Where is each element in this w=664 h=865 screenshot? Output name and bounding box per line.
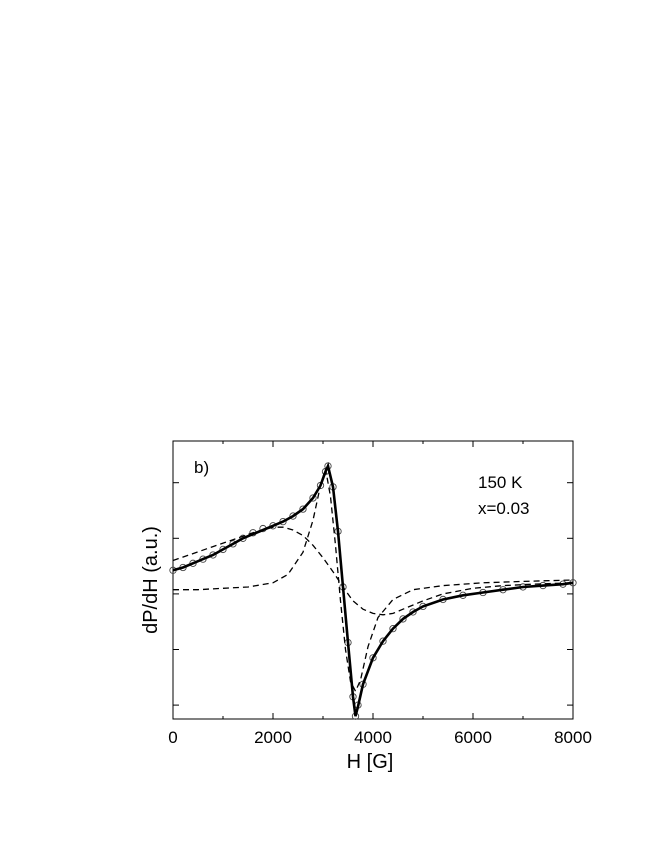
x-tick-label: 6000: [454, 728, 492, 747]
panel-label: b): [194, 458, 209, 477]
data-point: [289, 512, 297, 520]
fit-line: [172, 461, 574, 717]
x-tick-label: 8000: [554, 728, 592, 747]
data-point: [389, 625, 397, 633]
tick-layer: 0 2000 4000 6000 8000: [168, 441, 592, 747]
data-point: [409, 608, 417, 616]
temperature-annotation: 150 K: [478, 473, 523, 492]
y-axis-label: dP/dH (a.u.): [140, 526, 162, 634]
data-point: [399, 615, 407, 623]
data-point: [229, 540, 237, 548]
dashed-component-line-2: [172, 526, 574, 616]
x-tick-label: 0: [168, 728, 177, 747]
composition-annotation: x=0.03: [478, 499, 530, 518]
data-point: [379, 637, 387, 645]
x-tick-label: 2000: [254, 728, 292, 747]
series-layer: [169, 461, 577, 720]
data-point: [299, 505, 307, 513]
data-point: [309, 494, 317, 502]
dashed-component-line-3: [173, 468, 574, 693]
x-tick-label: 4000: [354, 728, 392, 747]
x-axis-label: H [G]: [347, 751, 394, 773]
data-point: [219, 545, 227, 554]
